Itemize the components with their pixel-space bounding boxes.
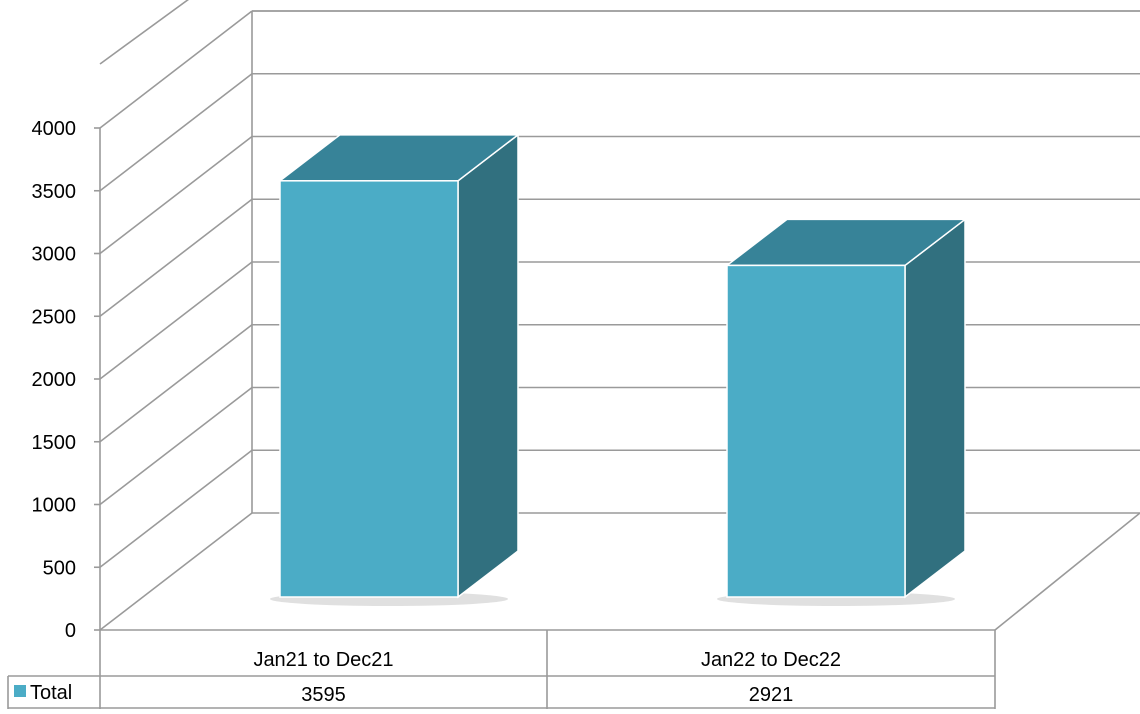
y-tick-label: 1000 [32,495,77,517]
gridline-side [99,386,253,506]
y-axis-ticks: 0 500 1000 1500 2000 2500 3000 3500 4000 [32,118,77,642]
y-tick-label: 0 [65,620,76,642]
data-table: Jan21 to Dec21 Jan22 to Dec22 Total 3595 292… [7,630,996,709]
bar-side [457,133,519,599]
bar [279,180,459,598]
bar-side [904,217,966,599]
gridline-side [99,135,253,255]
gridline-side [99,198,253,317]
gridline-side [99,0,189,65]
y-tick-label: 3500 [32,181,77,203]
gridline-side [99,10,253,129]
bar [726,264,906,598]
y-tick-label: 2500 [32,306,77,328]
data-value-label: 3595 [301,684,346,706]
legend-swatch [14,685,26,697]
legend-label: Total [30,682,72,704]
gridline-side [99,512,253,631]
x-category-label: Jan22 to Dec22 [701,649,841,671]
y-tick-label: 1500 [32,432,77,454]
y-tick-label: 4000 [32,118,77,140]
gridline-side [99,324,253,443]
gridline-side [99,261,253,380]
y-tick-label: 3000 [32,244,77,266]
y-tick-label: 2000 [32,369,77,391]
y-tick-label: 500 [43,557,76,579]
grid-layer [94,0,1140,631]
data-value-label: 2921 [749,684,794,706]
gridline-side [99,73,253,192]
floor-right-edge [994,512,1140,631]
bars [270,133,968,606]
gridline-side [99,449,253,568]
x-category-label: Jan21 to Dec21 [253,649,393,671]
